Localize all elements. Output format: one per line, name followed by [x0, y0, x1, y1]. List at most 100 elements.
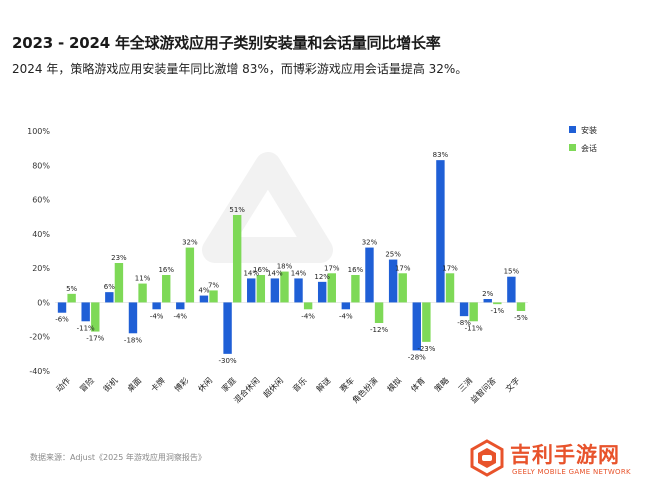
bar-install: [105, 292, 114, 303]
bar-install: [436, 160, 445, 303]
y-tick-label: 80%: [32, 161, 50, 170]
y-tick-label: -40%: [29, 367, 50, 376]
y-tick-label: -20%: [29, 333, 50, 342]
bar-session: [422, 302, 431, 342]
x-category-label: 策略: [432, 375, 450, 393]
data-label: -11%: [465, 324, 483, 332]
bar-session: [138, 283, 147, 303]
x-category-label: 音乐: [290, 375, 308, 393]
bar-install: [507, 276, 516, 303]
data-label: -28%: [408, 353, 426, 361]
data-label: -8%: [457, 319, 471, 327]
legend-label: 安装: [581, 125, 597, 135]
bar-install: [317, 281, 327, 303]
bar-install: [128, 302, 138, 334]
legend-swatch: [569, 126, 576, 133]
data-label: -4%: [173, 312, 187, 320]
data-labels-layer: -6% 5% -11% -17% 6% 23% -18% 11% -4% 16% -4% 32% 4%7…: [55, 151, 528, 365]
data-label: 18%: [277, 263, 293, 271]
bar-session: [516, 302, 526, 311]
data-label: 16%: [348, 266, 364, 274]
y-tick-label: 60%: [32, 196, 50, 205]
bar-session: [185, 247, 195, 303]
bar-install: [365, 247, 374, 303]
data-label: -4%: [150, 312, 164, 320]
data-label: 51%: [229, 206, 245, 214]
data-label: 6%: [104, 283, 115, 291]
bar-session: [280, 271, 289, 303]
data-label: 17%: [395, 264, 411, 272]
data-label: -12%: [370, 326, 388, 334]
bar-install: [152, 302, 161, 310]
legend-label: 会话: [581, 143, 597, 153]
x-category-label: 超休闲: [261, 375, 285, 399]
background-logo-shape: [202, 152, 333, 263]
bars-layer: [57, 160, 526, 354]
x-category-label: 文字: [503, 375, 521, 393]
data-label: 23%: [111, 254, 127, 262]
data-label: -30%: [219, 357, 237, 365]
data-label: 14%: [267, 269, 283, 277]
bar-session: [162, 275, 171, 303]
bar-install: [176, 302, 185, 310]
bar-install: [388, 259, 398, 303]
data-label: -23%: [417, 345, 435, 353]
data-label: -6%: [55, 316, 69, 324]
x-category-label: 休闲: [196, 375, 214, 393]
bar-session: [398, 273, 407, 303]
watermark-brand-text: 吉利手游网: [510, 443, 620, 467]
bar-install: [459, 302, 469, 317]
data-label: 11%: [135, 275, 151, 283]
bar-session: [256, 275, 266, 303]
data-label: 14%: [243, 269, 259, 277]
x-category-label: 街机: [101, 375, 119, 393]
y-tick-label: 40%: [32, 230, 50, 239]
data-label: 14%: [291, 269, 307, 277]
bar-install: [294, 278, 303, 303]
x-category-label: 模拟: [385, 375, 403, 393]
x-category-label: 角色扮演: [350, 375, 380, 405]
y-tick-label: 20%: [32, 264, 50, 273]
brand-logo-icon: [470, 439, 504, 477]
data-label: 7%: [208, 281, 219, 289]
x-category-label: 动作: [54, 375, 72, 393]
x-category-label: 解谜: [314, 375, 332, 393]
bar-session: [445, 273, 455, 303]
bar-session: [232, 215, 242, 303]
bar-session: [493, 302, 502, 305]
bar-install: [57, 302, 67, 313]
watermark-sub-text: GEELY MOBILE GAME NETWORK: [512, 468, 631, 476]
bar-session: [91, 302, 100, 332]
x-category-label: 卡牌: [148, 375, 166, 393]
watermark-background-logo: [202, 152, 333, 263]
data-label: -11%: [77, 324, 95, 332]
bar-install: [412, 302, 421, 351]
bar-session: [114, 263, 124, 303]
chart-title: 2023 - 2024 年全球游戏应用子类别安装量和会话量同比增长率: [12, 34, 441, 52]
bar-session: [351, 275, 360, 303]
bar-session: [374, 302, 384, 323]
bar-session: [209, 290, 218, 303]
data-label: 32%: [362, 239, 378, 247]
bar-session: [469, 302, 478, 322]
y-tick-label: 0%: [37, 298, 50, 307]
legend-swatch: [569, 144, 576, 151]
x-category-label: 混合休闲: [232, 375, 262, 405]
bar-install: [247, 278, 256, 303]
data-label: 17%: [324, 264, 340, 272]
data-source-note: 数据来源：Adjust《2025 年游戏应用洞察报告》: [30, 453, 206, 462]
data-label: -17%: [86, 335, 104, 343]
site-watermark: 吉利手游网 GEELY MOBILE GAME NETWORK: [466, 437, 644, 483]
bar-session: [303, 302, 313, 310]
x-category-label: 博彩: [172, 375, 190, 393]
data-label: -1%: [491, 307, 505, 315]
data-label: 15%: [504, 268, 520, 276]
data-label: 17%: [442, 264, 458, 272]
data-label: 16%: [158, 266, 174, 274]
bar-install: [199, 295, 209, 303]
bar-install: [341, 302, 351, 310]
chart-subtitle: 2024 年，策略游戏应用安装量年同比激增 83%，而博彩游戏应用会话量提高 3…: [12, 62, 468, 76]
data-label: 5%: [66, 285, 77, 293]
